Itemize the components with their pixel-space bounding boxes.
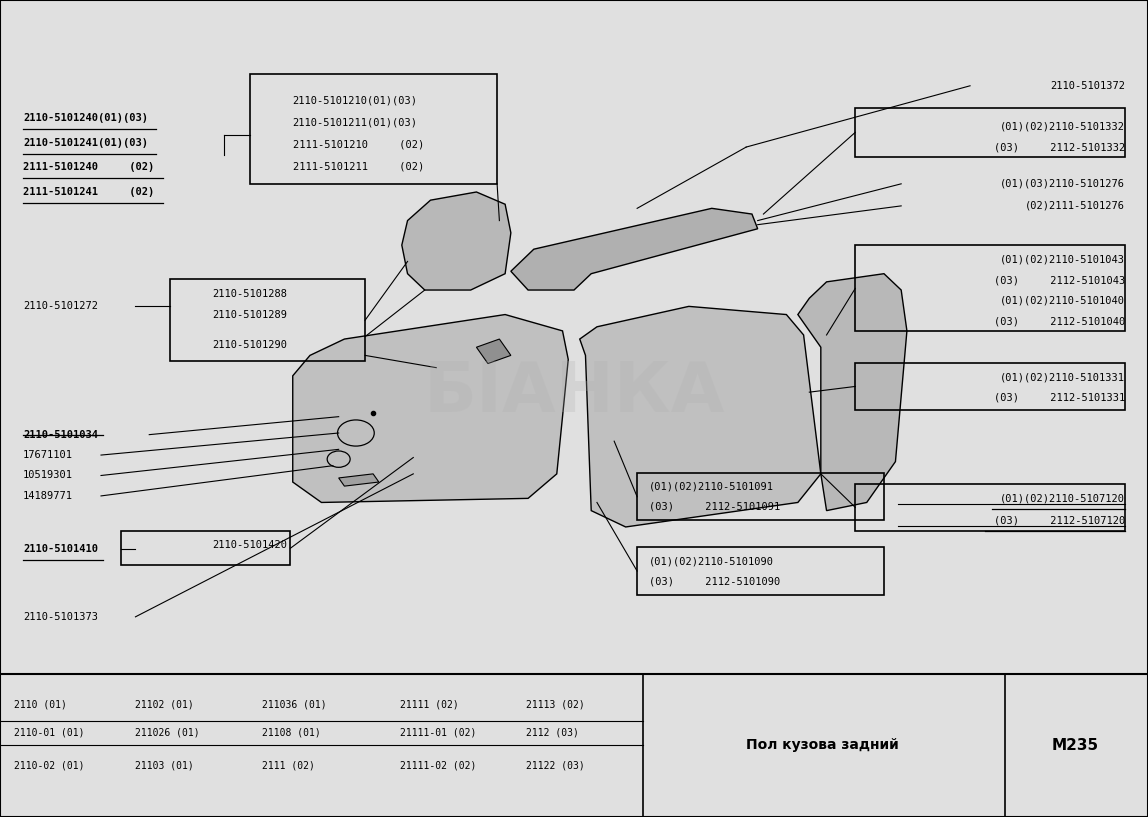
Bar — [170, 279, 365, 361]
Polygon shape — [511, 208, 758, 290]
Text: (01)(03)2110-5101276: (01)(03)2110-5101276 — [1000, 179, 1125, 189]
Bar — [855, 484, 1125, 531]
Polygon shape — [476, 339, 511, 364]
Text: 2110-5101373: 2110-5101373 — [23, 612, 98, 622]
Text: (01)(02)2110-5101331: (01)(02)2110-5101331 — [1000, 373, 1125, 382]
Bar — [637, 473, 884, 520]
Text: (03)     2112-5101043: (03) 2112-5101043 — [994, 275, 1125, 285]
Text: (03)     2112-5101040: (03) 2112-5101040 — [994, 316, 1125, 326]
Text: 2110-5101410: 2110-5101410 — [23, 544, 98, 554]
Bar — [855, 363, 1125, 410]
Bar — [250, 74, 497, 184]
Text: 2110-5101288: 2110-5101288 — [212, 289, 287, 299]
Text: (01)(02)2110-5101332: (01)(02)2110-5101332 — [1000, 122, 1125, 132]
Text: 2111-5101210     (02): 2111-5101210 (02) — [293, 140, 424, 150]
Polygon shape — [798, 274, 907, 511]
Text: 2111-5101240     (02): 2111-5101240 (02) — [23, 163, 154, 172]
Text: 10519301: 10519301 — [23, 471, 73, 480]
Text: 2110-5101420: 2110-5101420 — [212, 540, 287, 550]
Text: M235: M235 — [1052, 738, 1100, 752]
Text: (03)     2112-5101090: (03) 2112-5101090 — [649, 577, 779, 587]
Text: (01)(02)2110-5101091: (01)(02)2110-5101091 — [649, 481, 774, 491]
Text: 14189771: 14189771 — [23, 491, 73, 501]
Text: 21111 (02): 21111 (02) — [400, 699, 458, 709]
Text: 211026 (01): 211026 (01) — [135, 728, 200, 738]
Text: (03)     2112-5107120: (03) 2112-5107120 — [994, 516, 1125, 525]
Text: 2110-02 (01): 2110-02 (01) — [14, 761, 84, 770]
Text: 2110-5101290: 2110-5101290 — [212, 340, 287, 350]
Text: (03)     2112-5101332: (03) 2112-5101332 — [994, 142, 1125, 152]
Text: (01)(02)2110-5107120: (01)(02)2110-5107120 — [1000, 493, 1125, 503]
Text: 2110 (01): 2110 (01) — [14, 699, 67, 709]
Text: 2110-5101372: 2110-5101372 — [1050, 81, 1125, 91]
Text: (02)2111-5101276: (02)2111-5101276 — [1025, 201, 1125, 211]
Polygon shape — [402, 192, 511, 290]
Text: 21102 (01): 21102 (01) — [135, 699, 194, 709]
Text: 21111-02 (02): 21111-02 (02) — [400, 761, 476, 770]
Text: 2111 (02): 2111 (02) — [262, 761, 315, 770]
Text: 2110-5101289: 2110-5101289 — [212, 310, 287, 319]
Polygon shape — [293, 315, 568, 502]
Text: 21122 (03): 21122 (03) — [526, 761, 584, 770]
Text: (03)     2112-5101331: (03) 2112-5101331 — [994, 393, 1125, 403]
Text: БIАНКА: БIАНКА — [424, 359, 724, 426]
Text: (01)(02)2110-5101043: (01)(02)2110-5101043 — [1000, 255, 1125, 265]
Text: 21111-01 (02): 21111-01 (02) — [400, 728, 476, 738]
Bar — [855, 245, 1125, 331]
Text: (01)(02)2110-5101040: (01)(02)2110-5101040 — [1000, 296, 1125, 306]
Bar — [855, 108, 1125, 157]
Text: 2112 (03): 2112 (03) — [526, 728, 579, 738]
Text: 211036 (01): 211036 (01) — [262, 699, 326, 709]
Bar — [121, 531, 290, 565]
Text: 21108 (01): 21108 (01) — [262, 728, 320, 738]
Text: 2110-5101210(01)(03): 2110-5101210(01)(03) — [293, 96, 418, 105]
Text: (01)(02)2110-5101090: (01)(02)2110-5101090 — [649, 556, 774, 566]
Text: 2111-5101241     (02): 2111-5101241 (02) — [23, 187, 154, 197]
Text: 2111-5101211     (02): 2111-5101211 (02) — [293, 162, 424, 172]
Text: Пол кузова задний: Пол кузова задний — [745, 738, 899, 752]
Text: 2110-5101241(01)(03): 2110-5101241(01)(03) — [23, 138, 148, 148]
Polygon shape — [580, 306, 821, 527]
Text: 2110-5101034: 2110-5101034 — [23, 430, 98, 440]
Polygon shape — [339, 474, 379, 486]
Text: 21113 (02): 21113 (02) — [526, 699, 584, 709]
Text: 21103 (01): 21103 (01) — [135, 761, 194, 770]
Text: 2110-5101211(01)(03): 2110-5101211(01)(03) — [293, 118, 418, 127]
Text: 2110-01 (01): 2110-01 (01) — [14, 728, 84, 738]
Text: 2110-5101240(01)(03): 2110-5101240(01)(03) — [23, 114, 148, 123]
Text: 2110-5101272: 2110-5101272 — [23, 301, 98, 311]
Bar — [637, 547, 884, 595]
Text: 17671101: 17671101 — [23, 450, 73, 460]
Text: (03)     2112-5101091: (03) 2112-5101091 — [649, 502, 779, 511]
